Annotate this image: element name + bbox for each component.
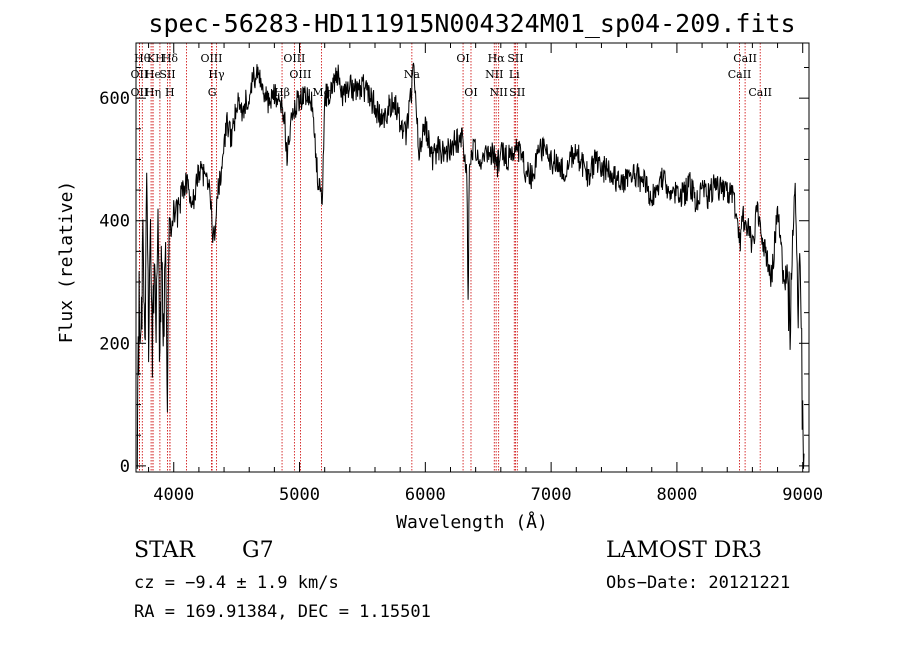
x-tick-label: 5000 bbox=[279, 485, 320, 505]
line-marker-label: OI bbox=[464, 86, 477, 99]
x-axis-label: Wavelength (Å) bbox=[396, 511, 548, 533]
x-tick-label: 9000 bbox=[782, 485, 823, 505]
line-marker-label: H bbox=[155, 52, 165, 65]
line-marker-label: Hθ bbox=[134, 52, 151, 65]
line-marker-label: K bbox=[147, 52, 156, 65]
y-axis: 0 200 400 600 bbox=[99, 67, 809, 477]
line-marker-label: NII bbox=[485, 68, 503, 81]
x-axis: 4000 5000 6000 7000 8000 9000 bbox=[148, 43, 823, 505]
redshift-value: cz = −9.4 ± 1.9 km/s bbox=[134, 573, 339, 593]
line-marker-label: NII bbox=[490, 86, 508, 99]
line-markers bbox=[138, 43, 761, 472]
y-tick-label: 400 bbox=[99, 212, 130, 232]
line-marker-label: CaII bbox=[748, 86, 772, 99]
line-marker-label: OII bbox=[131, 68, 149, 81]
line-marker-label: H bbox=[165, 86, 175, 99]
line-marker-label: Hα bbox=[488, 52, 506, 65]
y-tick-label: 200 bbox=[99, 334, 130, 354]
x-tick-label: 6000 bbox=[405, 485, 446, 505]
survey-name: LAMOST DR3 bbox=[606, 538, 762, 563]
line-marker-label: He bbox=[145, 68, 161, 81]
line-marker-label: OIII bbox=[289, 68, 311, 81]
y-tick-label: 600 bbox=[99, 89, 130, 109]
line-marker-label: Li bbox=[509, 68, 520, 81]
coordinates: RA = 169.91384, DEC = 1.15501 bbox=[134, 602, 431, 622]
observation-date: Obs−Date: 20121221 bbox=[606, 573, 791, 593]
line-marker-label: SII bbox=[507, 52, 523, 65]
x-tick-label: 4000 bbox=[153, 485, 194, 505]
line-marker-label: SII bbox=[509, 86, 525, 99]
x-tick-label: 8000 bbox=[656, 485, 697, 505]
x-tick-label: 7000 bbox=[531, 485, 572, 505]
line-marker-label: OII bbox=[131, 86, 149, 99]
object-class: STAR bbox=[134, 538, 195, 563]
line-marker-label: CaII bbox=[728, 68, 752, 81]
plot-frame bbox=[135, 42, 810, 473]
line-marker-label: OIII bbox=[200, 52, 222, 65]
line-marker-label: Hδ bbox=[162, 52, 179, 65]
line-marker-label: SII bbox=[159, 68, 175, 81]
line-marker-label: OIII bbox=[283, 52, 305, 65]
y-axis-label: Flux (relative) bbox=[56, 181, 77, 344]
spectrum-line bbox=[136, 62, 805, 469]
chart-title: spec-56283-HD111915N004324M01_sp04-209.f… bbox=[148, 9, 795, 38]
line-marker-label: CaII bbox=[733, 52, 757, 65]
line-marker-label: G bbox=[208, 86, 217, 99]
line-marker-label: Hγ bbox=[208, 68, 225, 81]
object-subclass: G7 bbox=[242, 538, 274, 563]
line-marker-label: Hη bbox=[145, 86, 161, 99]
y-tick-label: 0 bbox=[120, 457, 130, 477]
line-marker-label: OI bbox=[456, 52, 469, 65]
